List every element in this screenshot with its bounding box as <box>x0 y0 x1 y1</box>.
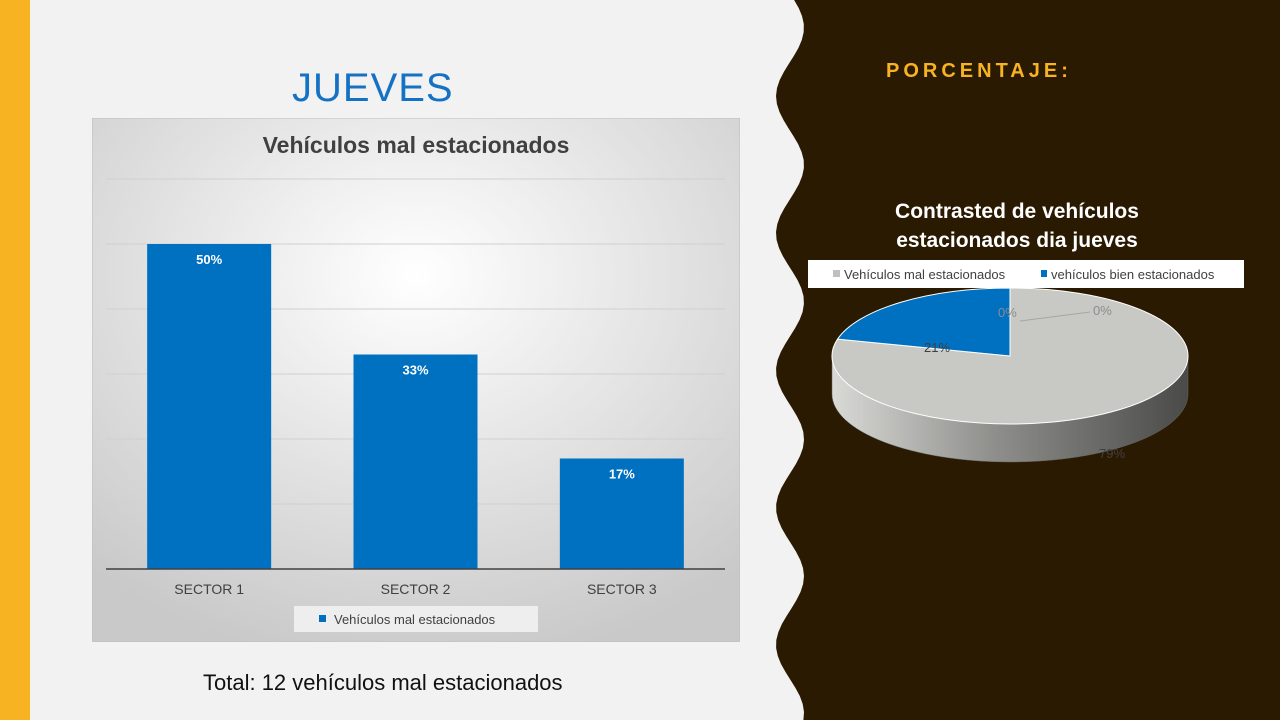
bar <box>559 458 684 569</box>
bar <box>147 244 272 569</box>
bar-legend-label: Vehículos mal estacionados <box>334 612 496 627</box>
accent-bar <box>0 0 30 720</box>
pie-label-0-b: 0% <box>1093 303 1112 318</box>
total-label: Total: 12 vehículos mal estacionados <box>203 670 563 695</box>
pie-chart: Contrasted de vehículos estacionados dia… <box>808 200 1244 463</box>
pie-label-0-a: 0% <box>998 305 1017 320</box>
pie-leader-line <box>1019 311 1091 322</box>
pie-slice-21 <box>836 287 1011 357</box>
bar-series: 50% 33% 17% <box>147 244 684 569</box>
category-label: SECTOR 2 <box>381 581 451 597</box>
bar-chart-title: Vehículos mal estacionados <box>263 132 570 158</box>
pie-legend-label-1: Vehículos mal estacionados <box>844 267 1006 282</box>
category-label: SECTOR 1 <box>174 581 244 597</box>
pie-legend-swatch-2 <box>1041 270 1047 277</box>
slide-title: JUEVES <box>292 66 454 110</box>
bar-data-label: 17% <box>609 467 635 482</box>
bar-legend-box <box>294 606 538 632</box>
pie-label-21: 21% <box>924 340 950 355</box>
pie-slice-79 <box>831 287 1189 425</box>
pie-legend-box <box>808 260 1244 288</box>
pie-label-79: 79% <box>1099 446 1125 461</box>
percentage-heading: PORCENTAJE: <box>886 60 1072 82</box>
pie-legend-swatch-1 <box>833 270 840 277</box>
bar-chart: Vehículos mal estacionados 50% 33% 17% SEC… <box>92 118 740 642</box>
bar <box>353 354 478 569</box>
category-labels: SECTOR 1 SECTOR 2 SECTOR 3 <box>174 581 657 597</box>
bar-legend-swatch <box>319 615 326 622</box>
bar-data-label: 33% <box>402 363 428 378</box>
pie-title-line-1: Contrasted de vehículos <box>895 200 1139 223</box>
category-label: SECTOR 3 <box>587 581 657 597</box>
bar-data-label: 50% <box>196 252 222 267</box>
pie-title-line-2: estacionados dia jueves <box>896 229 1138 252</box>
pie-legend-label-2: vehículos bien estacionados <box>1051 267 1215 282</box>
